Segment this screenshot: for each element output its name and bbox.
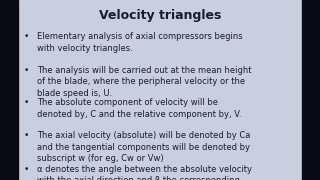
Text: •: • [24,131,29,140]
Text: The absolute component of velocity will be
denoted by, C and the relative compon: The absolute component of velocity will … [37,98,241,119]
Text: •: • [24,32,29,41]
Bar [302,0,320,180]
Text: α denotes the angle between the absolute velocity
with the axial direction and β: α denotes the angle between the absolute… [37,165,252,180]
Text: The analysis will be carried out at the mean height
of the blade, where the peri: The analysis will be carried out at the … [37,66,251,98]
Text: •: • [24,66,29,75]
Bar [18,0,302,180]
Text: The axial velocity (absolute) will be denoted by Ca
and the tangential component: The axial velocity (absolute) will be de… [37,131,250,163]
Text: •: • [24,165,29,174]
Text: Elementary analysis of axial compressors begins
with velocity triangles.: Elementary analysis of axial compressors… [37,32,243,53]
Bar [0,0,18,180]
Text: •: • [24,98,29,107]
Text: Velocity triangles: Velocity triangles [99,9,221,22]
